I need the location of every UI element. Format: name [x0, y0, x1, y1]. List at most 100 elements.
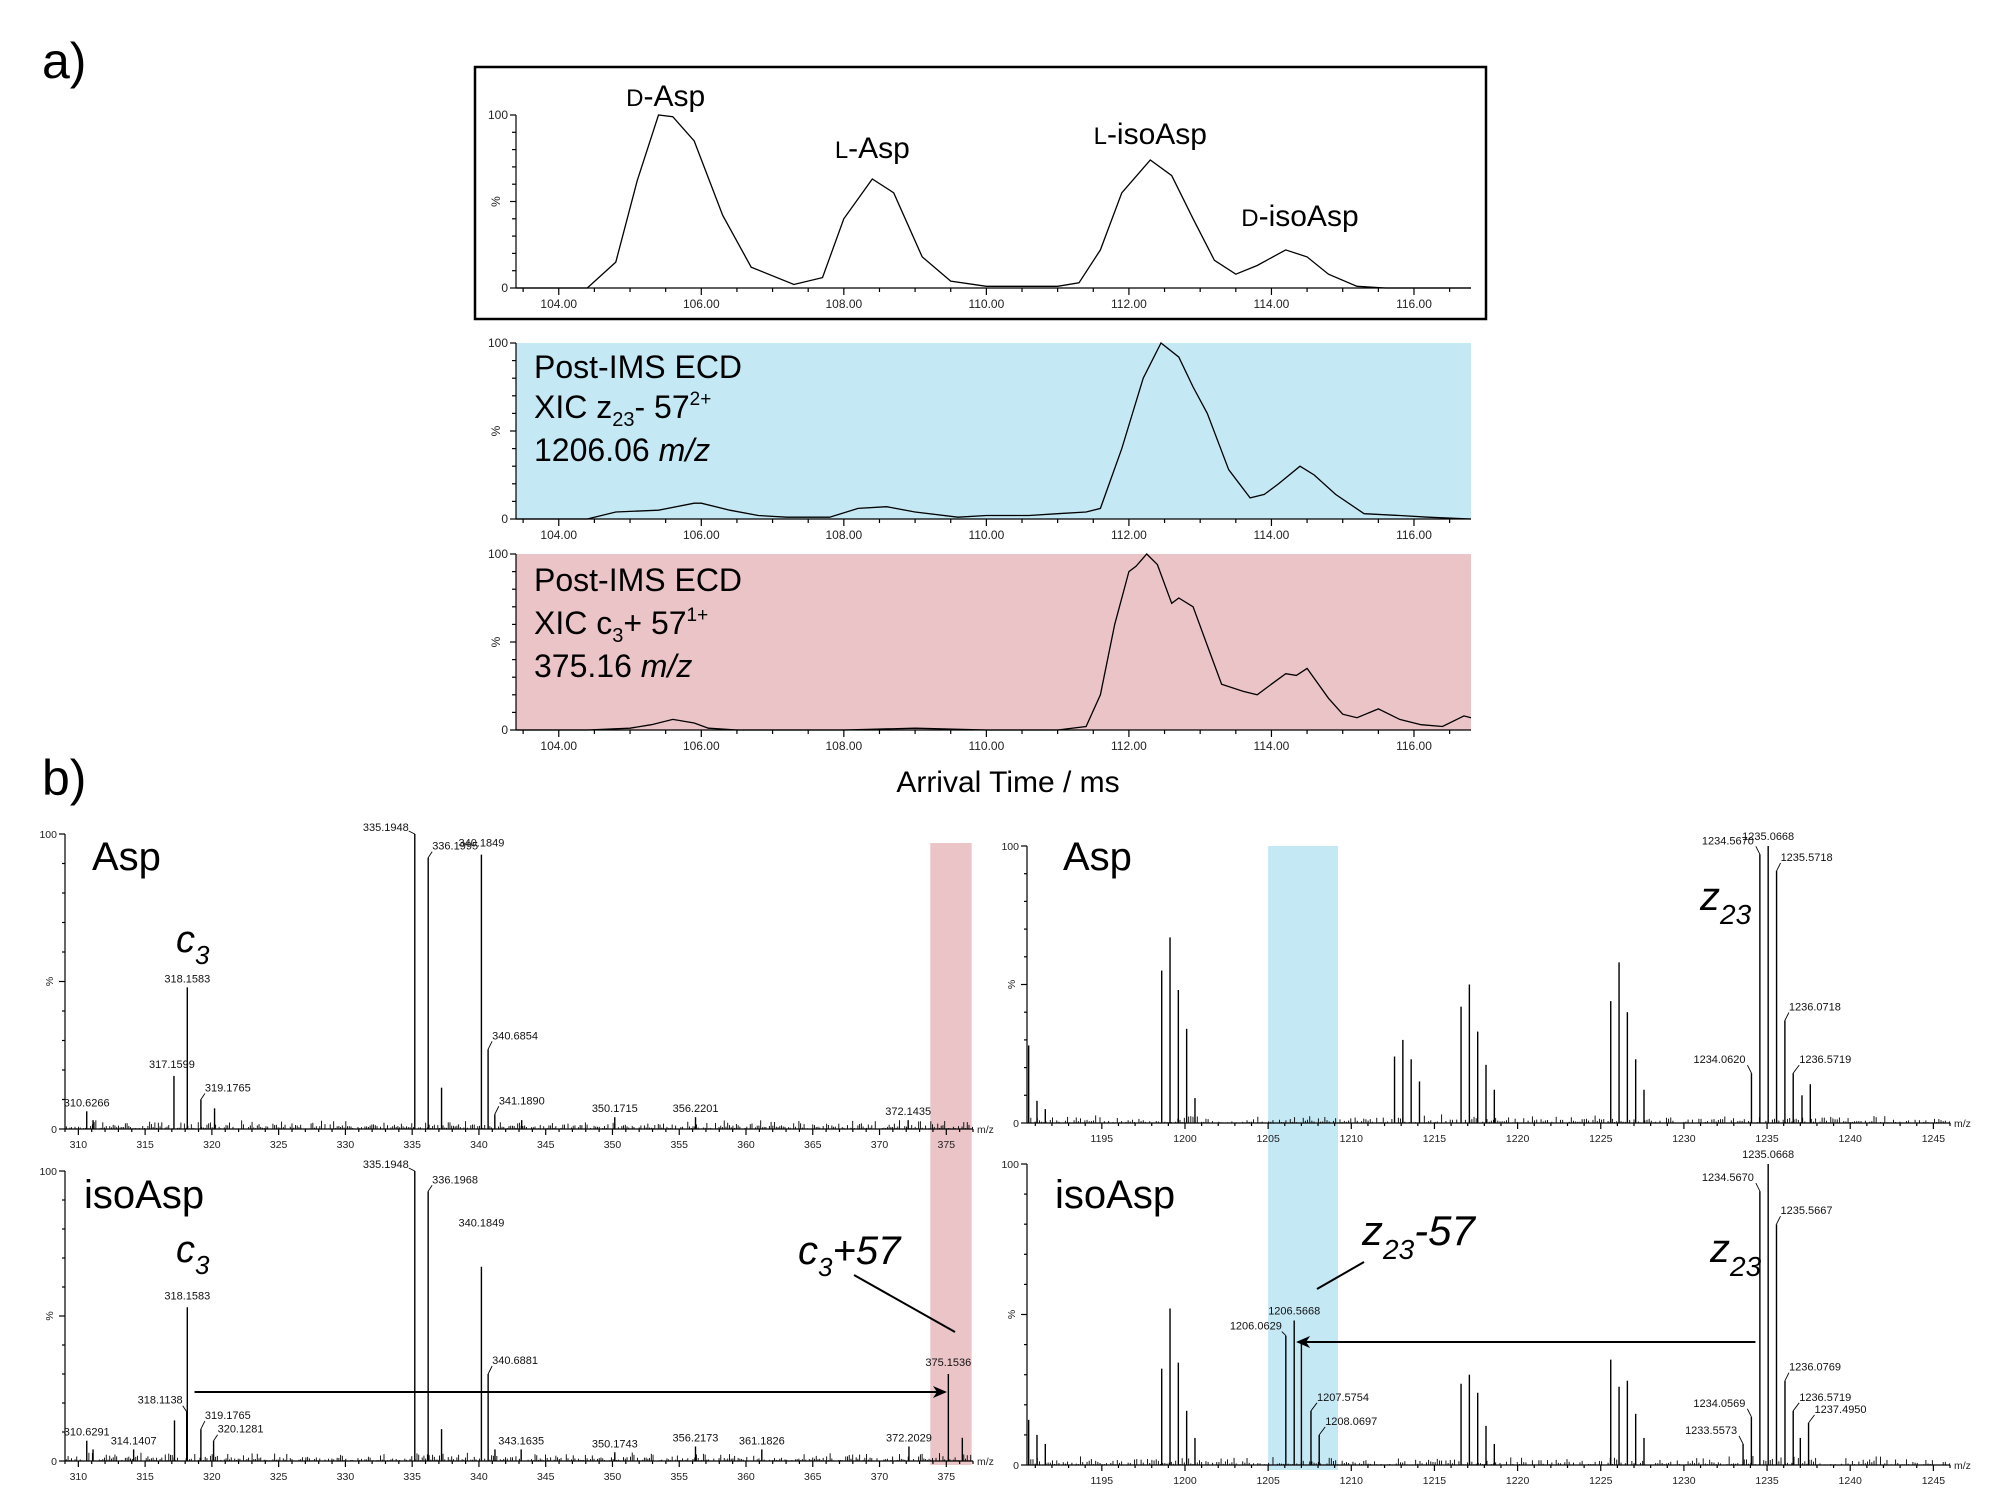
x-tick-label: 1225: [1589, 1475, 1613, 1487]
x-unit-label: m/z: [1954, 1460, 1971, 1472]
x-tick-label: 340: [470, 1471, 488, 1483]
peak-mass-label: 319.1765: [205, 1083, 251, 1095]
x-tick-label: 110.00: [968, 528, 1004, 542]
peak-mass-label: 372.1435: [885, 1106, 931, 1118]
x-unit-label: m/z: [977, 1124, 994, 1136]
x-tick-label: 104.00: [540, 739, 577, 753]
peak-mass-label: 318.1583: [164, 1290, 210, 1302]
left-isoasp-c3-label: c3: [176, 1229, 210, 1280]
atd-total-chart: 1000%104.00106.00108.00110.00112.00114.0…: [475, 67, 1486, 319]
x-unit-label: m/z: [977, 1456, 994, 1468]
x-tick-label: 375: [938, 1471, 956, 1483]
peak-mass-label: 1237.4950: [1815, 1404, 1867, 1416]
x-tick-label: 355: [670, 1139, 688, 1151]
peak-mass-label: 1235.5718: [1781, 852, 1833, 864]
y-tick-0: 0: [51, 1456, 57, 1468]
left-isoasp-title: isoAsp: [84, 1173, 204, 1217]
x-tick-label: 1230: [1672, 1475, 1696, 1487]
peak-mass-label: 356.2173: [673, 1433, 719, 1445]
peak-mass-label: 361.1826: [739, 1435, 785, 1447]
y-tick-0: 0: [501, 512, 508, 526]
x-tick-label: 1200: [1173, 1475, 1197, 1487]
left-asp-title: Asp: [92, 835, 161, 879]
y-tick-0: 0: [501, 723, 508, 737]
peak-mass-label: 1235.0668: [1742, 831, 1794, 843]
peak-label: D-isoAsp: [1241, 200, 1358, 233]
x-tick-label: 1235: [1755, 1133, 1779, 1145]
y-tick-0: 0: [1013, 1118, 1019, 1130]
spectrum-right-asp: 1000%11951200120512101215122012251230123…: [1001, 831, 1970, 1145]
y-tick-100: 100: [39, 829, 57, 841]
x-tick-label: 116.00: [1396, 297, 1432, 311]
x-tick-label: 1220: [1506, 1133, 1530, 1145]
x-tick-label: 1205: [1256, 1475, 1280, 1487]
peak-mass-label: 319.1765: [205, 1410, 251, 1422]
xic-z23-title: Post-IMS ECD: [534, 349, 742, 385]
peak-mass-label: 356.2201: [673, 1103, 719, 1115]
x-tick-label: 110.00: [968, 739, 1004, 753]
x-tick-label: 310: [70, 1139, 88, 1151]
z23-minus-57-label: z23-57: [1361, 1207, 1477, 1265]
peak-label: L-isoAsp: [1094, 118, 1207, 151]
x-tick-label: 1230: [1672, 1133, 1696, 1145]
x-tick-label: 110.00: [968, 297, 1004, 311]
atd-peak-labels: D-AspL-AspL-isoAspD-isoAsp: [626, 80, 1359, 233]
y-axis-label: %: [1006, 980, 1018, 989]
x-tick-label: 1210: [1340, 1475, 1364, 1487]
x-tick-label: 106.00: [683, 739, 720, 753]
peak-mass-label: 1236.5719: [1799, 1054, 1851, 1066]
peak-mass-label: 1206.5668: [1268, 1306, 1320, 1318]
x-tick-label: 325: [270, 1139, 288, 1151]
peak-mass-label: 1207.5754: [1317, 1392, 1369, 1404]
peak-mass-label: 1234.5670: [1702, 1172, 1754, 1184]
y-axis-label: %: [44, 1311, 56, 1320]
x-unit-label: m/z: [1954, 1118, 1971, 1130]
peak-mass-label: 1235.5667: [1780, 1205, 1832, 1217]
x-tick-label: 1195: [1091, 1133, 1114, 1145]
x-tick-label: 330: [337, 1471, 355, 1483]
x-tick-label: 106.00: [683, 297, 720, 311]
x-tick-label: 112.00: [1111, 297, 1147, 311]
x-tick-label: 375: [938, 1139, 956, 1151]
peak-label: D-Asp: [626, 80, 705, 113]
y-tick-100: 100: [488, 547, 508, 561]
peak-mass-label: 1206.0629: [1230, 1321, 1282, 1333]
peak-mass-label: 1235.0668: [1742, 1149, 1794, 1161]
peak-mass-label: 317.1599: [149, 1059, 195, 1071]
right-asp-z23-label: z23: [1699, 875, 1752, 930]
peak-mass-label: 1233.5573: [1685, 1425, 1737, 1437]
x-tick-label: 108.00: [825, 297, 862, 311]
peak-mass-label: 320.1281: [218, 1424, 264, 1436]
y-tick-100: 100: [1001, 1159, 1019, 1171]
peak-mass-label: 1236.0718: [1789, 1002, 1841, 1014]
xic-c3-chart: 1000%104.00106.00108.00110.00112.00114.0…: [488, 547, 1471, 753]
c3-plus-57-label: c3+57: [798, 1229, 902, 1282]
peak-mass-label: 350.1715: [592, 1103, 638, 1115]
x-tick-label: 1205: [1256, 1133, 1280, 1145]
peak-mass-label: 340.6881: [492, 1355, 538, 1367]
x-tick-label: 315: [136, 1139, 154, 1151]
atd-xlabel: Arrival Time / ms: [896, 766, 1119, 799]
x-tick-label: 370: [871, 1471, 889, 1483]
x-tick-label: 1240: [1839, 1133, 1863, 1145]
x-tick-label: 360: [737, 1139, 755, 1151]
x-tick-label: 350: [604, 1139, 622, 1151]
peak-mass-label: 1234.0620: [1693, 1054, 1745, 1066]
xic-c3-mz: 375.16 m/z: [534, 648, 692, 684]
peak-mass-label: 1234.0569: [1693, 1398, 1745, 1410]
peak-mass-label: 340.1849: [458, 1218, 504, 1230]
x-tick-label: 345: [537, 1139, 555, 1151]
x-tick-label: 1220: [1506, 1475, 1530, 1487]
y-tick-0: 0: [501, 281, 508, 295]
x-tick-label: 106.00: [683, 528, 720, 542]
peak-mass-label: 318.1583: [164, 973, 210, 985]
peak-mass-label: 375.1536: [925, 1357, 971, 1369]
x-tick-label: 335: [403, 1471, 421, 1483]
x-tick-label: 104.00: [540, 297, 577, 311]
x-tick-label: 1240: [1839, 1475, 1863, 1487]
y-axis-label: %: [489, 425, 503, 436]
peak-mass-label: 340.6854: [492, 1030, 538, 1042]
x-tick-label: 1215: [1423, 1475, 1447, 1487]
x-tick-label: 360: [737, 1471, 755, 1483]
x-tick-label: 1195: [1091, 1475, 1114, 1487]
